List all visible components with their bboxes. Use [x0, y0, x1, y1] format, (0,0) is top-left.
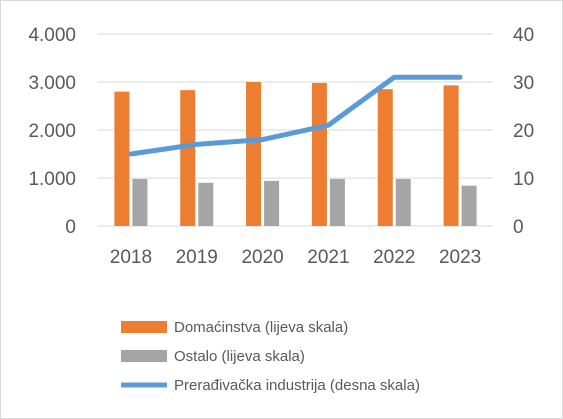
bar-ostalo-2020 [264, 180, 280, 226]
bar-domaćinstva-2020 [246, 82, 262, 226]
left-axis-tick-label: 1.000 [28, 169, 76, 190]
right-axis-tick-label: 30 [513, 73, 534, 94]
legend: Domaćinstva (lijeva skala) Ostalo (lijeva… [121, 319, 420, 394]
bar-series [114, 82, 477, 227]
left-axis-tick-label: 0 [65, 217, 76, 238]
x-axis-tick-label: 2019 [176, 247, 218, 268]
right-axis-tick-label: 40 [513, 25, 534, 46]
right-axis-tick-label: 10 [513, 169, 534, 190]
legend-label: Prerađivačka industrija (desna skala) [174, 377, 420, 394]
x-axis-tick-label: 2023 [439, 247, 481, 268]
bar-domaćinstva-2023 [443, 85, 459, 226]
bar-domaćinstva-2022 [377, 89, 393, 226]
x-axis-tick-label: 2018 [110, 247, 152, 268]
legend-label: Ostalo (lijeva skala) [174, 348, 305, 365]
bar-domaćinstva-2021 [311, 82, 327, 227]
left-axis-tick-label: 3.000 [28, 73, 76, 94]
bar-ostalo-2021 [329, 178, 345, 226]
line-series [128, 74, 463, 157]
bar-domaćinstva-2018 [114, 91, 130, 226]
x-axis-tick-labels: 2018 2019 2020 2021 2022 2023 [110, 247, 481, 268]
x-axis-tick-label: 2020 [241, 247, 283, 268]
left-axis-tick-label: 4.000 [28, 25, 76, 46]
left-axis-tick-label: 2.000 [28, 121, 76, 142]
x-axis-tick-label: 2022 [373, 247, 415, 268]
bar-ostalo-2019 [198, 182, 214, 226]
right-axis-tick-label: 0 [513, 217, 524, 238]
right-axis-tick-labels: 0 10 20 30 40 [513, 25, 534, 238]
gridlines [98, 33, 493, 227]
line-preradjivacka-industrija [128, 74, 463, 157]
bar-ostalo-2018 [132, 178, 148, 226]
right-axis-tick-label: 20 [513, 121, 534, 142]
bar-domaćinstva-2019 [180, 90, 196, 226]
left-axis-tick-labels: 0 1.000 2.000 3.000 4.000 [28, 25, 76, 238]
legend-swatch [121, 350, 167, 362]
bar-ostalo-2023 [461, 185, 477, 226]
bar-ostalo-2022 [395, 178, 411, 226]
legend-swatch [121, 321, 167, 333]
legend-label: Domaćinstva (lijeva skala) [174, 319, 348, 336]
x-axis-tick-label: 2021 [307, 247, 349, 268]
